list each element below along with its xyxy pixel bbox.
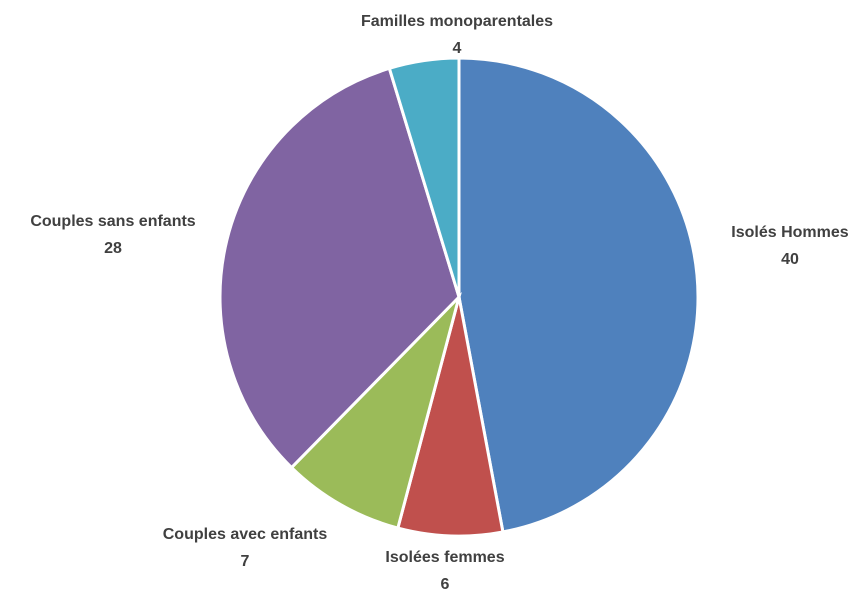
pie-slice <box>218 66 461 470</box>
slice-label: Couples avec enfants <box>163 526 328 543</box>
slice-label: Familles monoparentales <box>361 13 553 30</box>
slice-label: Isolées femmes <box>385 549 504 566</box>
slice-value: 7 <box>241 553 250 570</box>
pie-slice <box>457 56 700 534</box>
slice-value: 6 <box>441 576 450 593</box>
pie-slice <box>396 296 505 538</box>
pie-slice <box>289 291 462 530</box>
slice-label: Couples sans enfants <box>30 213 195 230</box>
slice-value: 28 <box>104 240 122 257</box>
slice-value: 4 <box>453 40 462 57</box>
pie-slice <box>387 56 461 298</box>
slice-label: Isolés Hommes <box>731 224 848 241</box>
slice-value: 40 <box>781 251 799 268</box>
